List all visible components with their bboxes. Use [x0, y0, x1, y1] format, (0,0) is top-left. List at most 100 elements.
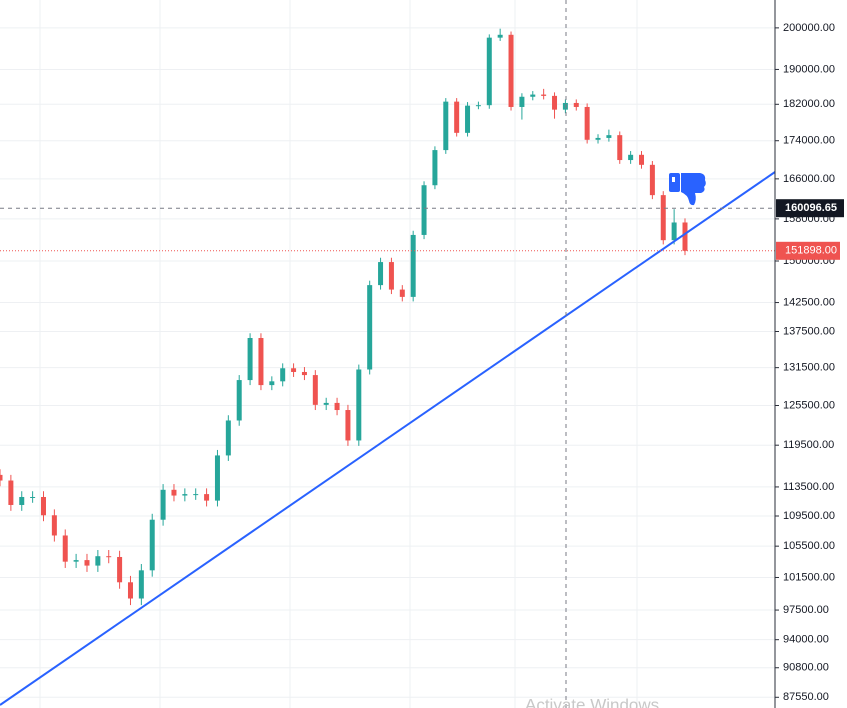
y-tick-label: 113500.00: [783, 481, 834, 493]
candle-body: [465, 105, 471, 133]
candle-body: [345, 410, 351, 441]
candle-body: [399, 289, 405, 297]
candle-body: [73, 560, 79, 562]
candle-body: [258, 338, 264, 386]
candle-body: [117, 556, 123, 583]
candle-body: [193, 494, 199, 496]
last-price-label: 151898.00: [785, 245, 837, 257]
candle-body: [421, 185, 427, 235]
y-tick-label: 109500.00: [783, 510, 835, 522]
candle-body: [106, 556, 112, 558]
candles: [0, 28, 688, 606]
candle-body: [160, 489, 166, 520]
candle-body: [171, 489, 177, 496]
candle-body: [236, 380, 242, 421]
candle-body: [95, 556, 101, 566]
y-tick-label: 166000.00: [783, 173, 835, 185]
y-tick-label: 119500.00: [783, 439, 834, 451]
candle-body: [562, 102, 568, 110]
candle-body: [138, 570, 144, 599]
candle-body: [247, 338, 253, 381]
icon-dot: [672, 177, 675, 182]
candle-body: [204, 494, 210, 501]
candle-body: [367, 285, 373, 370]
price-axis-panel: [775, 0, 847, 708]
icon-cuff: [669, 173, 680, 192]
crosshair-price-box: [776, 199, 844, 218]
y-tick-label: 137500.00: [783, 325, 835, 337]
candle-body: [519, 96, 525, 107]
candle-body: [149, 519, 155, 571]
candle-body: [606, 135, 612, 138]
candle-body: [291, 368, 297, 372]
candle-body: [269, 381, 275, 386]
y-tick-label: 190000.00: [783, 63, 835, 75]
y-tick-label: 182000.00: [783, 98, 835, 110]
candle-body: [388, 262, 394, 290]
y-tick-label: 131500.00: [783, 362, 835, 374]
candle-body: [323, 402, 329, 405]
candle-body: [573, 102, 579, 107]
candle-body: [127, 582, 133, 599]
candle-body: [552, 95, 558, 110]
candle-body: [410, 234, 416, 297]
candle-body: [584, 106, 590, 140]
candle-body: [660, 195, 666, 241]
candle-body: [541, 94, 547, 96]
candle-body: [40, 496, 46, 516]
candle-body: [432, 150, 438, 186]
price-labels: 160096.65 151898.00: [776, 199, 844, 260]
candle-body: [214, 455, 220, 501]
candle-body: [8, 480, 14, 505]
candle-body: [84, 560, 90, 566]
thumbs-down-icon[interactable]: [669, 173, 706, 206]
candle-body: [443, 101, 449, 151]
candle-body: [225, 420, 231, 456]
watermark: Activate Windows: [525, 695, 659, 708]
candle-body: [508, 34, 514, 107]
y-tick-label: 101500.00: [783, 571, 835, 583]
candle-body: [671, 222, 677, 241]
price-grid: [0, 27, 775, 698]
candle-body: [30, 496, 36, 498]
price-axis: 200000.00 190000.00 182000.00 174000.00 1660…: [775, 22, 835, 703]
candle-body: [617, 135, 623, 161]
candle-body: [280, 368, 286, 382]
candle-body: [628, 154, 634, 161]
candle-body: [301, 371, 307, 376]
y-tick-label: 105500.00: [783, 540, 835, 552]
trend-line[interactable]: [0, 171, 776, 706]
y-tick-label: 94000.00: [783, 634, 829, 646]
y-tick-label: 87550.00: [783, 691, 829, 703]
crosshair-price-label: 160096.65: [785, 202, 837, 214]
y-tick-label: 125500.00: [783, 399, 835, 411]
candle-body: [530, 94, 536, 97]
candle-body: [682, 222, 688, 251]
candle-body: [334, 402, 340, 411]
candle-body: [62, 535, 68, 562]
y-tick-label: 90800.00: [783, 662, 829, 674]
icon-hand: [681, 173, 706, 206]
candle-body: [497, 34, 503, 38]
candle-body: [312, 375, 318, 405]
candle-body: [19, 496, 25, 505]
time-grid: [39, 0, 638, 708]
candle-body: [486, 37, 492, 106]
y-tick-label: 142500.00: [783, 296, 835, 308]
candle-body: [639, 154, 645, 165]
candle-body: [595, 137, 601, 140]
candle-body: [51, 515, 57, 536]
y-tick-label: 97500.00: [783, 604, 829, 616]
y-tick-label: 200000.00: [783, 22, 835, 34]
candle-body: [182, 494, 188, 496]
candle-body: [378, 262, 384, 286]
y-tick-label: 174000.00: [783, 135, 835, 147]
candle-body: [475, 105, 481, 107]
last-price-box: [776, 241, 840, 260]
candle-body: [0, 474, 3, 481]
candle-body: [649, 164, 655, 196]
candle-body: [356, 369, 362, 441]
candle-body: [454, 101, 460, 133]
